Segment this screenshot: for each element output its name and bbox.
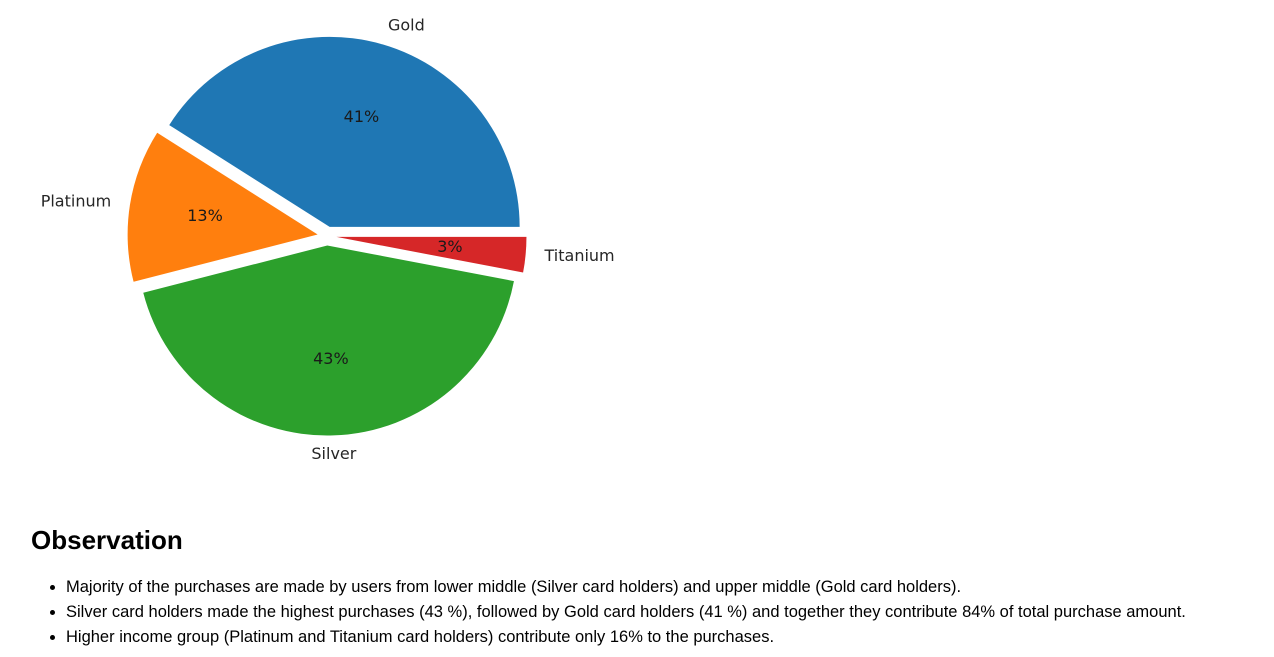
observation-heading: Observation <box>31 525 183 555</box>
pie-chart-svg: Gold 41% Platinum 13% Silver 43% Titanium 3% <box>41 16 615 463</box>
slice-percent-gold: 41% <box>344 107 380 126</box>
slice-label-silver: Silver <box>311 444 356 463</box>
slice-percent-silver: 43% <box>313 349 349 368</box>
pie-chart: Gold 41% Platinum 13% Silver 43% Titanium 3% <box>0 0 660 480</box>
observation-section: Observation Majority of the purchases ar… <box>31 523 1267 650</box>
observation-point: Silver card holders made the highest pur… <box>66 600 1267 625</box>
slice-percent-platinum: 13% <box>187 206 223 225</box>
observation-list: Majority of the purchases are made by us… <box>31 575 1267 650</box>
slice-label-gold: Gold <box>388 16 425 35</box>
pie-slice-platinum <box>127 132 318 282</box>
pie-slice-silver <box>143 245 514 436</box>
pie-slice-titanium <box>336 236 527 273</box>
slice-label-platinum: Platinum <box>41 191 111 210</box>
slice-percent-titanium: 3% <box>437 237 462 256</box>
observation-point: Majority of the purchases are made by us… <box>66 575 1267 600</box>
slice-label-titanium: Titanium <box>544 246 615 265</box>
observation-point: Higher income group (Platinum and Titani… <box>66 625 1267 650</box>
pie-slice-gold <box>169 36 520 227</box>
